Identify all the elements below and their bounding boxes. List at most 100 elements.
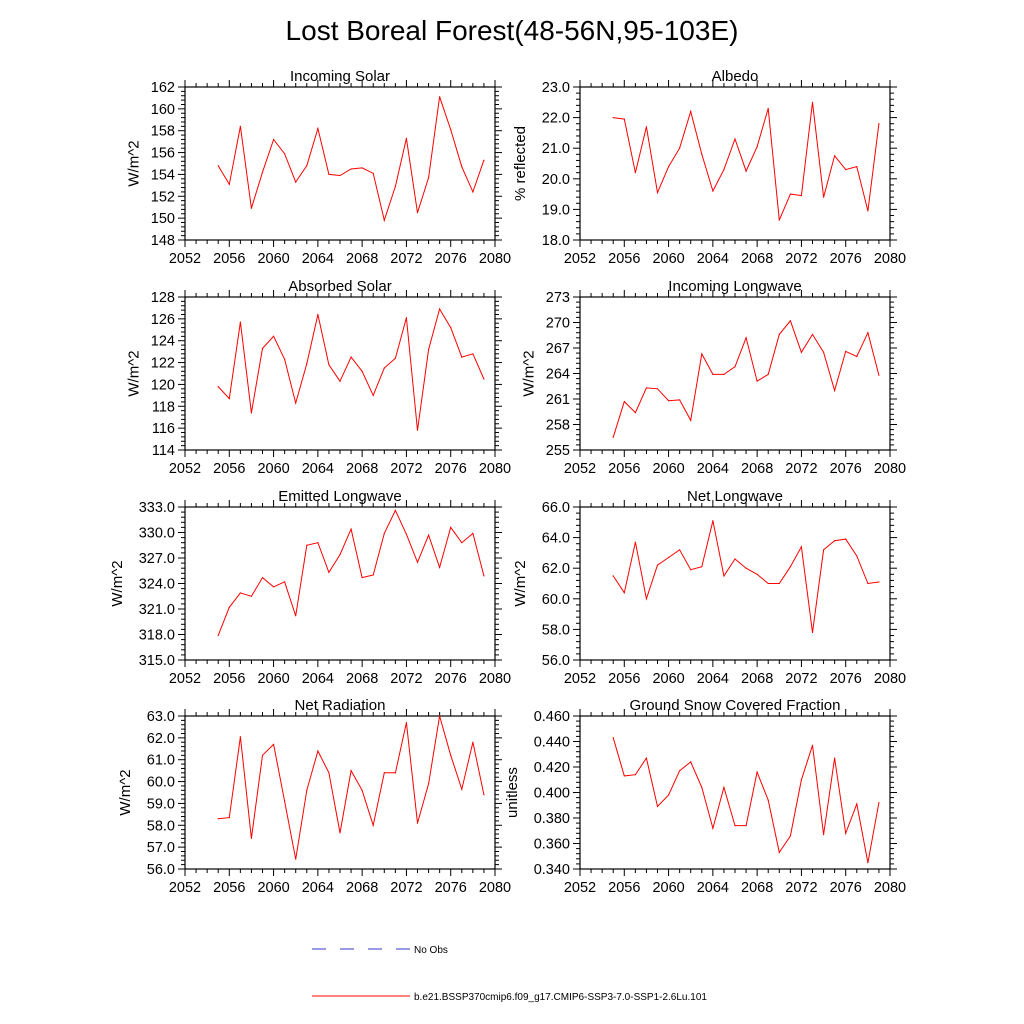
data-point [690, 761, 692, 763]
data-point [328, 364, 330, 366]
data-point [427, 177, 430, 179]
x-tick-label: 2080 [874, 671, 906, 687]
data-point [295, 181, 297, 183]
data-point [623, 400, 625, 403]
data-point [217, 818, 219, 820]
data-point [383, 367, 385, 369]
y-tick-label: 62.0 [542, 561, 570, 577]
panel: Absorbed Solar 2052 2056 2060 2064 2068 2072 20… [125, 278, 511, 477]
data-point [350, 770, 352, 772]
y-tick-label: 255 [546, 443, 570, 459]
data-point [228, 817, 230, 819]
x-tick-label: 2064 [302, 880, 334, 896]
plot-frame [184, 506, 496, 661]
x-tick-label: 2052 [564, 671, 596, 687]
y-tick-label: 22.0 [542, 111, 570, 127]
data-point [272, 335, 275, 337]
figure-title: Lost Boreal Forest(48-56N,95-103E) [286, 15, 739, 46]
data-point [734, 825, 736, 827]
x-tick-label: 2076 [435, 671, 467, 687]
y-tick-label: 116 [152, 421, 175, 437]
data-point [645, 757, 648, 759]
series-line [217, 96, 485, 223]
x-tick-label: 2060 [257, 251, 289, 267]
data-point [723, 786, 725, 789]
data-point [822, 351, 825, 353]
y-tick-label: 0.400 [534, 786, 570, 802]
y-tick-label: 330.0 [139, 526, 175, 542]
panel: Incoming Solar 2052 2056 2060 2064 2068 2072 20… [125, 68, 511, 267]
y-tick-label: 267 [546, 341, 570, 357]
data-point [878, 374, 880, 376]
data-point [867, 332, 869, 334]
data-point [834, 540, 836, 542]
x-tick-label: 2052 [169, 671, 201, 687]
data-point [778, 333, 780, 335]
data-point [295, 858, 297, 860]
data-point [483, 159, 485, 161]
y-tick-label: 57.0 [147, 840, 175, 856]
data-point [239, 125, 241, 127]
data-point [745, 337, 747, 339]
data-point [250, 207, 253, 209]
data-point [372, 172, 374, 174]
data-point [239, 321, 241, 323]
x-tick-label: 2068 [346, 461, 378, 477]
data-point [439, 566, 441, 568]
data-point [645, 598, 648, 600]
data-point [361, 370, 363, 372]
x-tick-label: 2068 [346, 880, 378, 896]
y-tick-label: 154 [151, 167, 175, 183]
y-tick-label: 160 [151, 102, 175, 118]
data-point [756, 573, 758, 575]
x-tick-label: 2076 [830, 251, 862, 267]
y-tick-label: 318.0 [139, 628, 175, 644]
data-point [228, 183, 230, 185]
x-tick-label: 2052 [169, 461, 201, 477]
data-point [734, 138, 736, 140]
x-tick-label: 2080 [479, 880, 511, 896]
data-point [778, 582, 780, 585]
data-point [623, 775, 625, 777]
panel-title: Albedo [712, 68, 759, 85]
data-point [656, 191, 659, 194]
data-point [450, 526, 452, 529]
data-point [612, 737, 614, 739]
y-tick-label: 273 [546, 290, 570, 306]
data-point [295, 402, 297, 404]
data-point [228, 606, 230, 608]
data-point [878, 581, 880, 583]
data-point [427, 783, 430, 785]
data-point [361, 576, 363, 579]
x-tick-label: 2072 [785, 251, 817, 267]
x-tick-label: 2076 [830, 880, 862, 896]
x-tick-label: 2068 [741, 671, 773, 687]
x-tick-label: 2060 [257, 671, 289, 687]
data-point [634, 412, 636, 414]
data-point [372, 824, 374, 826]
y-axis-label: W/m^2 [512, 560, 529, 606]
data-point [472, 741, 474, 743]
data-point [383, 219, 385, 221]
data-point [284, 153, 286, 155]
data-point [383, 772, 385, 774]
x-tick-label: 2052 [564, 461, 596, 477]
panel-title: Absorbed Solar [288, 278, 391, 295]
data-point [450, 754, 452, 756]
y-tick-label: 18.0 [542, 233, 570, 249]
data-point [217, 634, 219, 636]
data-point [767, 582, 769, 585]
data-point [394, 772, 396, 774]
data-point [361, 167, 363, 169]
data-point [284, 581, 286, 583]
data-point [339, 174, 341, 177]
x-tick-label: 2080 [874, 461, 906, 477]
y-tick-label: 56.0 [542, 653, 570, 669]
data-point [634, 541, 636, 543]
y-axis-label: W/m^2 [520, 350, 537, 396]
y-tick-label: 61.0 [147, 753, 175, 769]
data-point [822, 549, 825, 551]
data-point [317, 313, 319, 316]
data-point [405, 533, 408, 535]
